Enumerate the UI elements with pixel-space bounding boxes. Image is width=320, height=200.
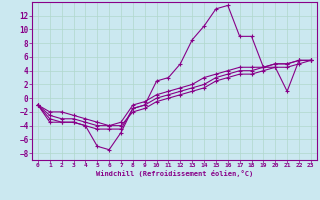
X-axis label: Windchill (Refroidissement éolien,°C): Windchill (Refroidissement éolien,°C) [96,170,253,177]
